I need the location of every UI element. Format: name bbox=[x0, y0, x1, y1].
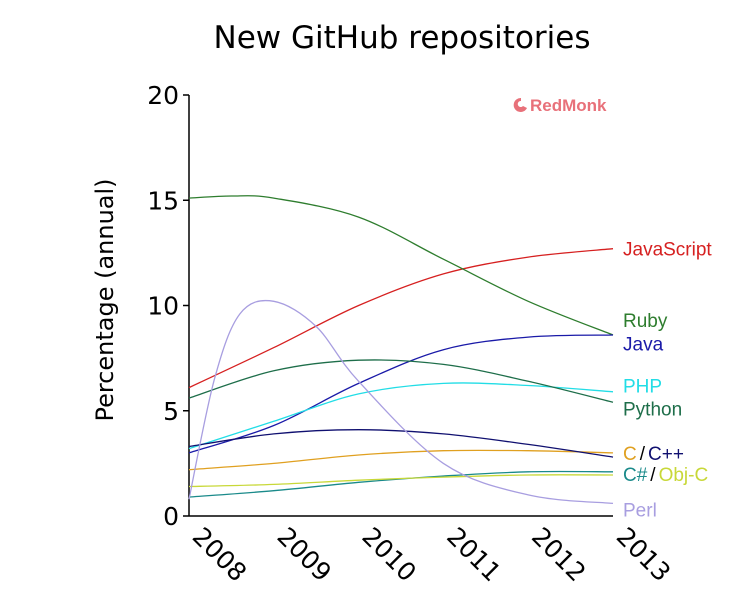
y-tick-label: 20 bbox=[147, 81, 179, 110]
series-label: C# bbox=[623, 465, 648, 486]
x-tick-label: 2012 bbox=[526, 522, 591, 587]
series-label: Obj-C bbox=[659, 465, 709, 486]
series-line-obj-c bbox=[188, 474, 614, 488]
redmonk-logo-text: RedMonk bbox=[530, 96, 607, 115]
series-label: C bbox=[623, 444, 637, 465]
y-tick-label: 0 bbox=[163, 502, 179, 531]
x-tick-label: 2011 bbox=[441, 522, 506, 587]
x-tick-label: 2013 bbox=[611, 522, 676, 587]
redmonk-logo: RedMonk bbox=[513, 96, 607, 115]
series-label: / bbox=[640, 444, 646, 465]
y-tick-label: 5 bbox=[163, 397, 179, 426]
series-lines bbox=[188, 195, 614, 505]
series-line-c- bbox=[188, 429, 614, 458]
series-label: Java bbox=[623, 334, 664, 355]
series-label: Ruby bbox=[623, 311, 668, 332]
series-label: Perl bbox=[623, 501, 657, 522]
series-line-ruby bbox=[188, 195, 614, 336]
x-tick-label: 2009 bbox=[272, 522, 337, 587]
x-tick-label: 2008 bbox=[187, 522, 252, 587]
series-label: / bbox=[650, 465, 656, 486]
series-label: PHP bbox=[623, 376, 662, 397]
series-label: C++ bbox=[648, 444, 684, 465]
series-label: Python bbox=[623, 400, 682, 421]
series-line-java bbox=[188, 334, 614, 454]
x-axis-ticks: 2008 2009 2010 2011 2012 2013 bbox=[187, 522, 676, 587]
y-axis-ticks: 0 5 10 15 20 bbox=[147, 81, 189, 531]
series-line-python bbox=[188, 359, 614, 403]
y-tick-label: 10 bbox=[147, 292, 179, 321]
series-line-c bbox=[188, 449, 614, 471]
series-line-perl bbox=[188, 299, 614, 505]
x-tick-label: 2010 bbox=[356, 522, 421, 587]
redmonk-logo-icon bbox=[513, 97, 527, 112]
series-label: JavaScript bbox=[623, 240, 712, 261]
chart-title: New GitHub repositories bbox=[214, 20, 591, 56]
series-line-javascript bbox=[188, 248, 614, 389]
series-line-php bbox=[188, 382, 614, 450]
y-tick-label: 15 bbox=[147, 186, 179, 215]
y-axis-label: Percentage (annual) bbox=[91, 178, 119, 421]
